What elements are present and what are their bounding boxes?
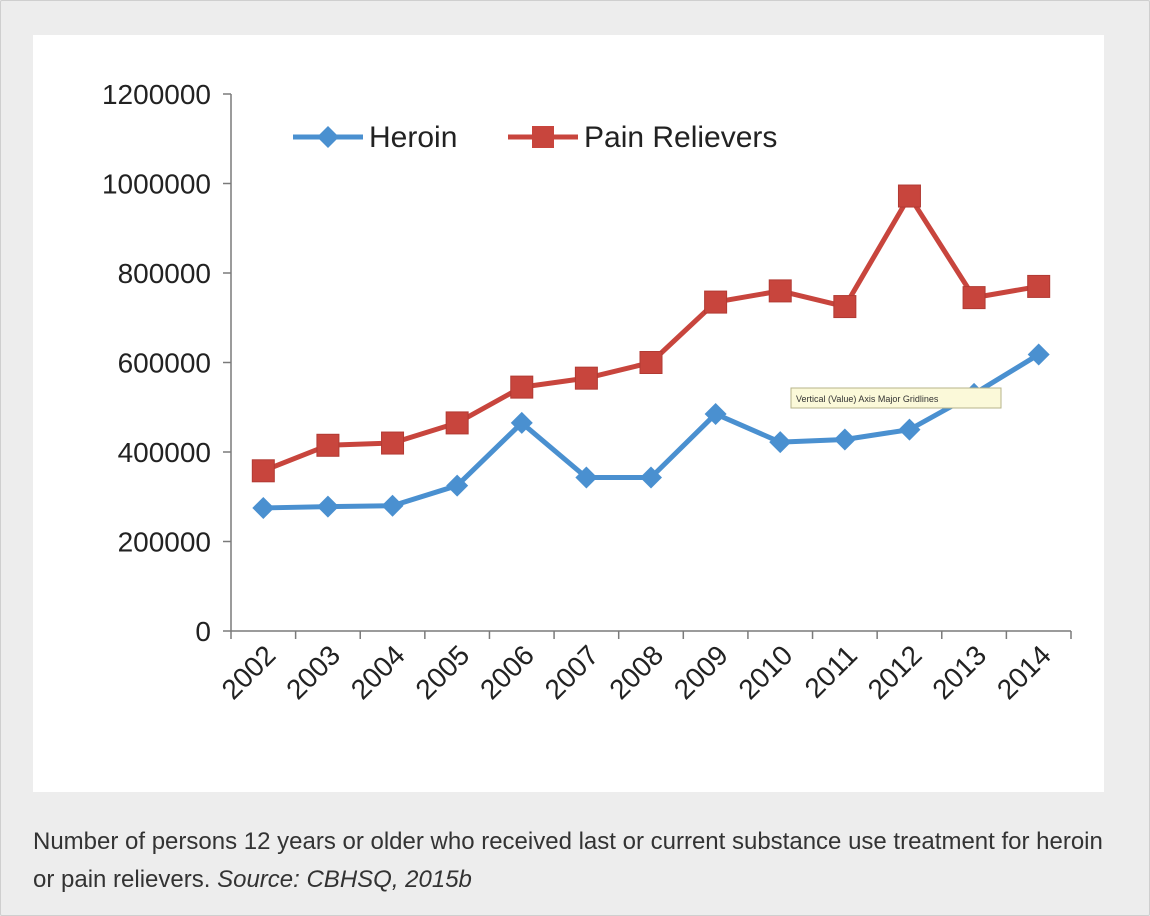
- heroin-point: [704, 402, 727, 425]
- heroin-point: [316, 495, 339, 518]
- pain-relievers-point: [833, 295, 857, 319]
- figure-caption: Number of persons 12 years or older who …: [33, 823, 1113, 899]
- legend: Heroin Pain Relievers: [293, 121, 777, 154]
- heroin-point: [833, 428, 856, 451]
- series-markers: [251, 184, 1051, 519]
- y-tick-label: 200000: [118, 527, 211, 558]
- x-tick-label: 2004: [345, 639, 411, 705]
- x-tick-label: 2002: [216, 639, 282, 705]
- legend-pain-relievers-label: Pain Relievers: [584, 121, 777, 154]
- y-tick-label: 600000: [118, 348, 211, 379]
- x-tick-label: 2013: [926, 639, 992, 705]
- caption-text: Number of persons 12 years or older who …: [33, 828, 1103, 893]
- tooltip-box: [790, 387, 1002, 409]
- x-tick-label: 2011: [799, 639, 864, 704]
- heroin-point: [575, 466, 598, 489]
- pain-relievers-point: [768, 279, 792, 303]
- x-tick-label: 2012: [862, 639, 928, 705]
- x-tick-label: 2005: [409, 639, 475, 705]
- heroin-point: [769, 431, 792, 454]
- heroin-point: [510, 411, 533, 434]
- heroin-point: [1027, 343, 1050, 366]
- pain-relievers-point: [897, 184, 921, 208]
- legend-heroin-label: Heroin: [369, 121, 457, 154]
- pain-relievers-point: [962, 286, 986, 310]
- heroin-point: [252, 496, 275, 519]
- x-tick-label: 2003: [280, 639, 346, 705]
- pain-relievers-point: [639, 351, 663, 374]
- pain-relievers-point: [251, 459, 275, 483]
- x-tick-label: 2010: [733, 639, 799, 705]
- y-tick-label: 1000000: [102, 169, 211, 200]
- y-tick-label: 400000: [118, 437, 211, 468]
- heroin-point: [640, 466, 662, 489]
- pain-relievers-point: [381, 431, 405, 455]
- pain-relievers-point: [445, 411, 469, 435]
- y-tick-labels: 0 200000 400000 600000 800000 1000000 1200000: [102, 79, 231, 647]
- y-tick-label: 0: [195, 616, 211, 647]
- pain-relievers-point: [316, 433, 340, 457]
- chart-panel: [33, 35, 1104, 792]
- x-tick-label: 2014: [991, 639, 1057, 705]
- caption-source: Source: CBHSQ, 2015b: [217, 866, 472, 893]
- heroin-point: [898, 418, 921, 441]
- y-tick-label: 1200000: [102, 79, 211, 110]
- legend-pain-relievers-marker: [532, 126, 554, 148]
- y-tick-label: 800000: [118, 258, 211, 289]
- tooltip-text: Vertical (Value) Axis Major Gridlines: [796, 394, 939, 404]
- line-chart: 020000040000060000080000010000001200000 …: [102, 79, 1072, 705]
- x-tick-label: 2007: [539, 639, 605, 705]
- pain-relievers-point: [510, 375, 534, 399]
- heroin-point: [446, 474, 469, 497]
- pain-relievers-line: [262, 193, 1040, 474]
- x-tick-label: 2006: [474, 639, 540, 705]
- pain-relievers-point: [704, 290, 728, 314]
- pain-relievers-point: [574, 366, 598, 390]
- x-tick-label: 2009: [668, 639, 734, 705]
- pain-relievers-point: [1027, 274, 1051, 298]
- gridline-tooltip: Vertical (Value) Axis Major Gridlines: [790, 387, 1002, 409]
- x-tick-label: 2008: [603, 639, 669, 705]
- legend-heroin-marker: [317, 126, 339, 148]
- heroin-point: [381, 494, 404, 517]
